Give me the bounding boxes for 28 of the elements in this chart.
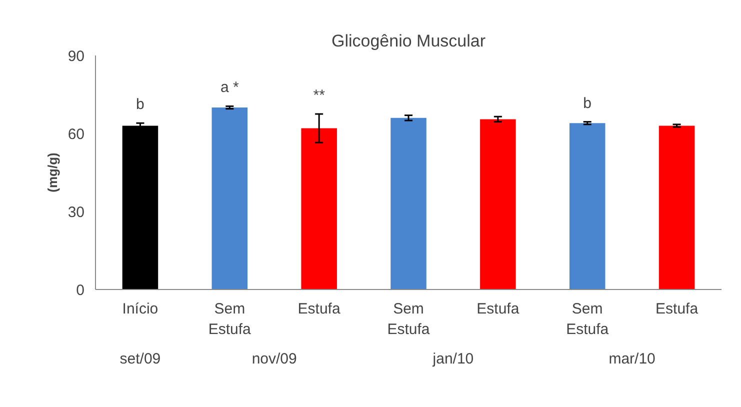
x-tick-label: Sem Estufa — [387, 300, 430, 338]
chart-title: Glicogênio Muscular — [331, 32, 486, 50]
x-tick-label: Estufa — [298, 300, 341, 318]
text: jan/10 — [432, 350, 474, 368]
bar — [658, 126, 695, 290]
y-tick-label: 30 — [68, 204, 85, 221]
y-axis-title: (mg/g) — [44, 152, 60, 192]
data-label: b — [136, 96, 144, 114]
x-tick-label: Início — [122, 300, 158, 318]
bar — [569, 123, 606, 290]
x-tick-label: Sem Estufa — [566, 300, 610, 338]
x-tick-label: Sem Estufa — [208, 300, 252, 338]
bar — [212, 108, 248, 290]
y-tick-label: 90 — [68, 48, 85, 65]
bar — [122, 126, 158, 290]
bar — [390, 118, 426, 290]
y-tick-label: 0 — [76, 282, 84, 299]
data-label: b — [583, 94, 592, 112]
bar — [301, 128, 337, 290]
data-label: a * — [220, 79, 239, 96]
y-tick-label: 60 — [68, 126, 85, 143]
data-label: ** — [313, 87, 326, 104]
text: set/09 — [120, 350, 161, 368]
x-tick-label: Estufa — [476, 300, 520, 318]
text: mar/10 — [608, 350, 656, 368]
text: nov/09 — [252, 350, 297, 368]
bar — [480, 119, 516, 290]
x-tick-label: Estufa — [656, 300, 699, 318]
